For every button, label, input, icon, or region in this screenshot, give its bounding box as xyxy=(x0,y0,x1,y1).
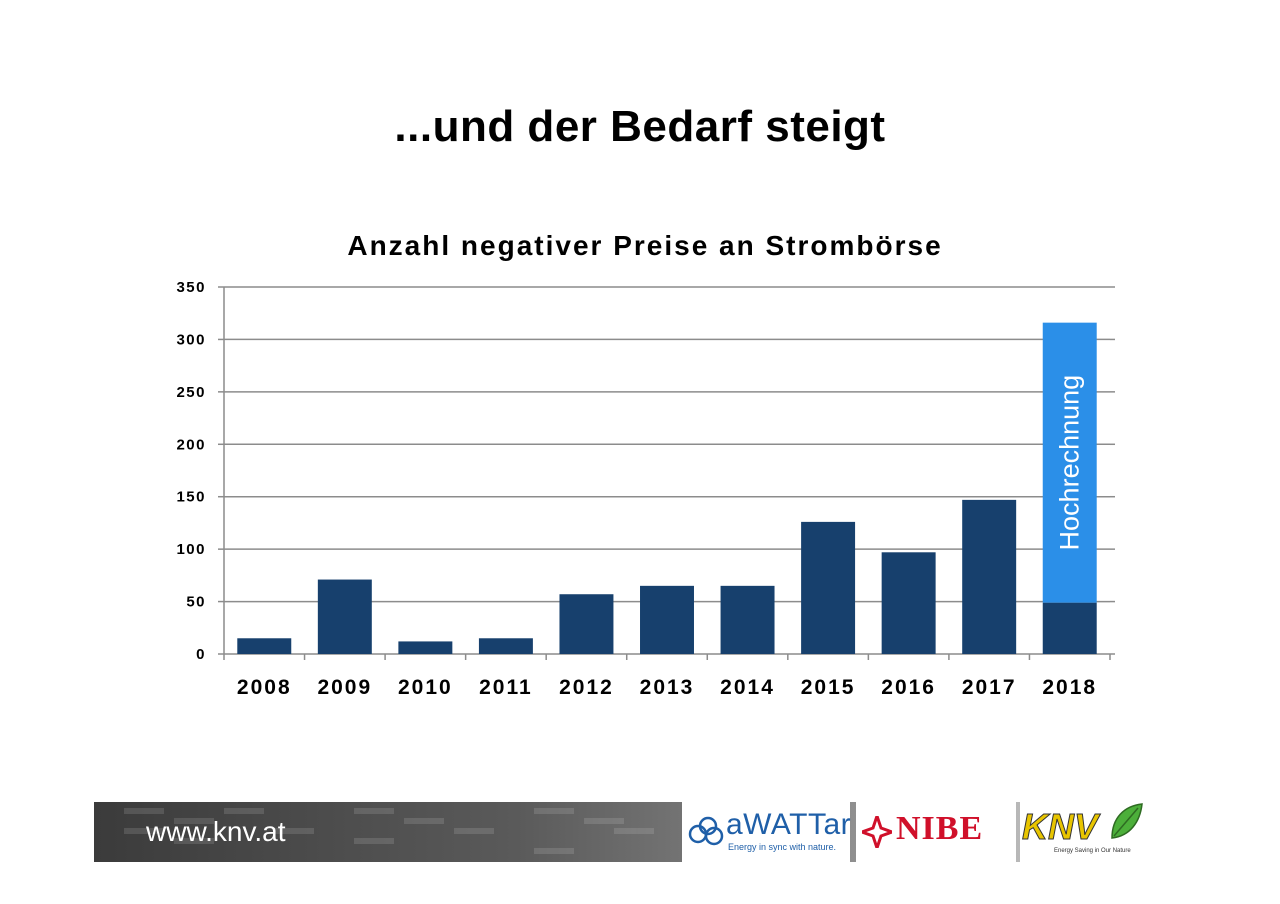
footer-pattern xyxy=(124,808,654,854)
awattar-rings-icon xyxy=(688,816,724,846)
nibe-star-icon xyxy=(862,816,892,848)
y-tick-label: 350 xyxy=(176,279,206,296)
bar-2009 xyxy=(317,579,372,654)
leaf-icon xyxy=(1111,803,1143,839)
y-tick-label: 100 xyxy=(176,541,206,558)
projection-bar-2018 xyxy=(1042,322,1097,603)
footer-banner: www.knv.at aWATTar Energy in sync with n… xyxy=(94,802,1150,862)
awattar-tagline: Energy in sync with nature. xyxy=(728,842,837,852)
bar-2017 xyxy=(962,499,1017,654)
knv-tagline: Energy Saving in Our Nature xyxy=(1054,848,1131,854)
slide-title: ...und der Bedarf steigt xyxy=(394,102,886,151)
bar-2016 xyxy=(881,552,936,654)
bar-2018 xyxy=(1042,602,1097,654)
bar-2015 xyxy=(801,521,856,654)
bar-2008 xyxy=(237,638,292,654)
x-tick-label: 2014 xyxy=(720,676,775,699)
x-tick-label: 2008 xyxy=(237,676,292,699)
bars xyxy=(237,322,1097,654)
y-tick-label: 50 xyxy=(186,594,206,611)
chart-title: Anzahl negativer Preise an Strombörse xyxy=(347,230,942,261)
tick-labels: 0 50 100 150 200 250 300 350 2008 2009 2010 2011 201… xyxy=(176,279,1097,699)
bar-2013 xyxy=(640,585,694,654)
footer-url[interactable]: www.knv.at xyxy=(146,816,286,847)
bar-2011 xyxy=(478,638,533,654)
knv-name: KNV xyxy=(1021,806,1099,848)
bar-2014 xyxy=(720,585,775,654)
x-tick-label: 2016 xyxy=(881,676,936,699)
x-tick-label: 2010 xyxy=(398,676,453,699)
y-tick-label: 300 xyxy=(176,331,206,348)
y-tick-label: 0 xyxy=(196,646,206,663)
x-tick-label: 2017 xyxy=(962,676,1017,699)
bar-2012 xyxy=(559,594,614,654)
y-tick-label: 200 xyxy=(176,436,206,453)
bar-2010 xyxy=(398,641,453,654)
x-tick-label: 2011 xyxy=(479,676,533,699)
x-tick-label: 2018 xyxy=(1042,676,1097,699)
y-tick-label: 150 xyxy=(176,489,206,506)
x-tick-label: 2013 xyxy=(640,676,695,699)
y-tick-label: 250 xyxy=(176,384,206,401)
annotation-label: Hochrechnung xyxy=(1055,375,1085,551)
x-tick-label: 2009 xyxy=(317,676,372,699)
x-tick-label: 2012 xyxy=(559,676,614,699)
bar-chart: Anzahl negativer Preise an Strombörse 0 5… xyxy=(176,230,1115,699)
knv-logo: KNV Energy Saving in Our Nature xyxy=(1020,802,1150,862)
x-tick-label: 2015 xyxy=(801,676,856,699)
nibe-name: NIBE xyxy=(896,810,984,847)
awattar-logo: aWATTar Energy in sync with nature. xyxy=(682,802,852,862)
nibe-logo: NIBE xyxy=(856,802,1016,862)
awattar-name: aWATTar xyxy=(726,808,852,841)
